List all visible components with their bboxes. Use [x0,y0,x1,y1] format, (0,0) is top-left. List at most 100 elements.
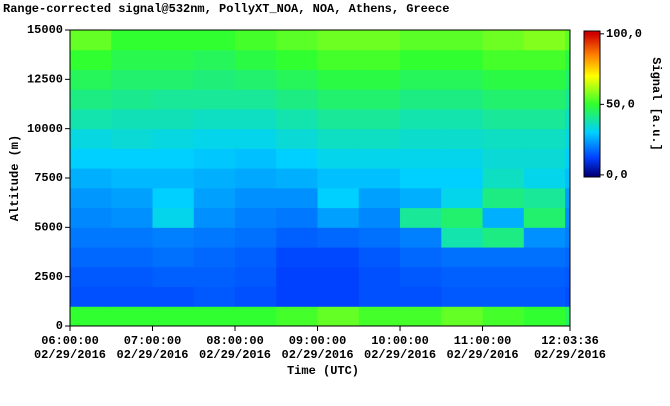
colorbar-tick-label: 0,0 [606,168,628,182]
heatmap-cell [235,108,277,130]
heatmap-cell [152,187,195,209]
heatmap-cell [317,266,360,288]
heatmap-cell [235,247,277,268]
heatmap-cell [111,89,154,110]
heatmap-cell [358,187,401,209]
y-tick-label: 2500 [34,270,63,284]
heatmap-cell [235,30,277,51]
heatmap-cell [441,207,484,228]
y-tick-label: 0 [56,319,63,333]
heatmap-cell [276,247,319,268]
heatmap-cell [111,306,154,327]
colorbar-tick-label: 50,0 [606,98,635,112]
heatmap-cell [70,108,112,130]
heatmap-cell [482,266,525,288]
heatmap-cell [193,49,236,70]
heatmap-cell [111,247,154,268]
heatmap-cell [152,286,195,307]
chart-title: Range-corrected signal@532nm, PollyXT_NO… [3,2,449,16]
heatmap-cell [111,128,154,149]
heatmap-cell [235,187,277,209]
heatmap-cell [523,49,566,70]
heatmap-cell [523,187,566,209]
heatmap-cell [152,306,195,327]
heatmap-cell [565,148,571,169]
heatmap-cell [193,286,236,307]
heatmap-cell [317,227,360,248]
heatmap-cell [70,49,112,70]
heatmap-cell [482,108,525,130]
heatmap-cell [317,168,360,189]
heatmap-cell [276,108,319,130]
x-tick-label: 02/29/2016 [117,348,189,362]
x-tick-label: 06:00:00 [41,334,99,348]
heatmap-cell [358,89,401,110]
heatmap-cell [358,30,401,51]
heatmap-cell [111,187,154,209]
heatmap-cell [152,266,195,288]
heatmap-cell [193,266,236,288]
x-tick-label: 02/29/2016 [364,348,436,362]
heatmap-cell [400,148,442,169]
heatmap-cell [523,266,566,288]
heatmap-cell [441,247,484,268]
heatmap-cell [317,69,360,90]
heatmap-cell [235,89,277,110]
heatmap-cell [441,128,484,149]
heatmap-cell [152,148,195,169]
heatmap-cell [111,108,154,130]
heatmap-cell [441,89,484,110]
heatmap-cell [276,148,319,169]
heatmap-cell [152,247,195,268]
heatmap-cell [152,30,195,51]
heatmap-cell [400,207,442,228]
heatmap-cell [193,30,236,51]
heatmap-cell [400,187,442,209]
heatmap-cell [482,148,525,169]
heatmap-cell [193,69,236,90]
heatmap-cell [152,128,195,149]
heatmap-cell [276,168,319,189]
heatmap-cell [317,89,360,110]
heatmap-cell [565,128,571,149]
heatmap-cell [193,168,236,189]
heatmap-cell [235,286,277,307]
heatmap-cell [111,69,154,90]
heatmap-cell [193,187,236,209]
heatmap-cell [276,69,319,90]
heatmap-cell [70,69,112,90]
heatmap-cell [441,148,484,169]
heatmap-cell [70,247,112,268]
heatmap-cell [70,89,112,110]
heatmap-cell [317,49,360,70]
x-axis-label: Time (UTC) [287,364,359,378]
heatmap-cell [358,306,401,327]
heatmap-cell [565,247,571,268]
heatmap-cell [152,108,195,130]
heatmap-cell [70,128,112,149]
heatmap-cell [276,187,319,209]
heatmap-cell [441,108,484,130]
heatmap-cell [482,69,525,90]
heatmap-cell [400,168,442,189]
heatmap-cell [400,49,442,70]
heatmap-cell [152,168,195,189]
heatmap-cell [565,30,571,51]
heatmap-cell [358,69,401,90]
heatmap-cell [400,227,442,248]
heatmap-cell [523,168,566,189]
x-tick-label: 09:00:00 [289,334,347,348]
heatmap-cell [317,148,360,169]
heatmap-cell [111,286,154,307]
heatmap-cell [358,227,401,248]
heatmap-cell [111,227,154,248]
heatmap-cell [317,128,360,149]
heatmap-cell [276,306,319,327]
heatmap-cell [317,286,360,307]
heatmap-cell [565,69,571,90]
heatmap-cell [441,69,484,90]
heatmap-cell [358,108,401,130]
y-tick-label: 12500 [27,73,63,87]
x-tick-label: 02/29/2016 [534,348,606,362]
heatmap-cell [400,69,442,90]
